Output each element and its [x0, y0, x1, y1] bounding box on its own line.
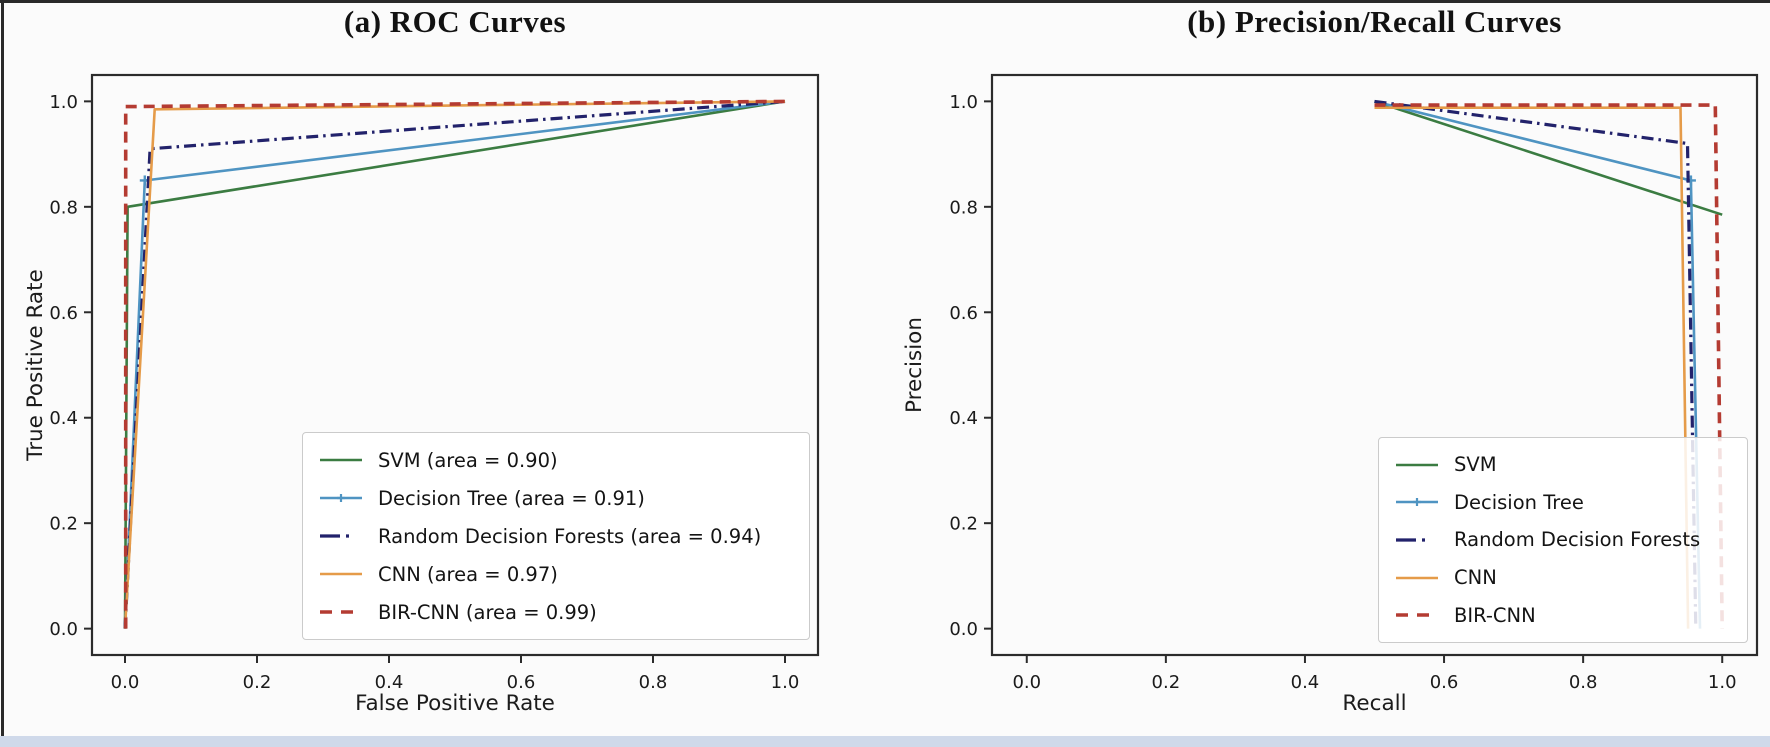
y-tick-label: 0.6: [949, 303, 978, 324]
legend-entry-random-decision-forests: Random Decision Forests (area = 0.94): [318, 525, 794, 548]
y-tick-label: 0.2: [49, 514, 78, 535]
footer-band: [0, 736, 1770, 747]
roc-chart-canvas: 0.0 0.2 0.4 0.6 0.8 1.0 0.0 0.2 0.4 0.6 0.8 1.0: [49, 73, 820, 693]
pr-chart-title: (b) Precision/Recall Curves: [1187, 4, 1562, 39]
pr-x-axis-label: Recall: [1342, 691, 1407, 716]
x-tick-label: 0.8: [639, 672, 668, 693]
legend-label-random-decision-forests: Random Decision Forests: [1454, 528, 1701, 552]
roc-x-axis-label: False Positive Rate: [355, 691, 555, 716]
legend-label-decision-tree: Decision Tree: [1454, 490, 1584, 514]
x-tick-label: 0.2: [1152, 672, 1181, 693]
series-line-svm-area-0-90: [123, 100, 786, 629]
y-tick-label: 0.0: [949, 619, 978, 640]
x-tick-label: 0.6: [507, 672, 536, 693]
legend-label-svm: SVM: [1454, 453, 1497, 477]
y-tick-label: 0.4: [949, 408, 978, 429]
x-tick-label: 1.0: [1708, 672, 1737, 693]
legend-swatch-bir-cnn: [1396, 613, 1438, 617]
x-tick-label: 0.0: [1012, 672, 1041, 693]
scan-edge-left: [1, 0, 4, 736]
legend-label-random-decision-forests: Random Decision Forests (area = 0.94): [378, 524, 762, 548]
legend-swatch-cnn: [1396, 576, 1438, 579]
x-tick-label: 1.0: [771, 672, 800, 693]
x-tick-label: 0.8: [1569, 672, 1598, 693]
y-tick-label: 0.8: [49, 197, 78, 218]
x-tick-label: 0.4: [375, 672, 404, 693]
legend-label-svm: SVM (area = 0.90): [378, 448, 558, 472]
x-tick-label: 0.4: [1291, 672, 1320, 693]
legend-entry-svm: SVM: [1394, 453, 1732, 476]
legend-entry-decision-tree: Decision Tree: [1394, 491, 1732, 514]
pr-legend: SVM Decision Tree Random Decision Forest…: [1378, 437, 1748, 643]
series-line-cnn-area-0-97: [123, 100, 786, 629]
x-tick-label: 0.0: [111, 672, 140, 693]
legend-entry-random-decision-forests: Random Decision Forests: [1394, 528, 1732, 551]
pr-chart-panel: (b) Precision/Recall Curves Precision 0.…: [885, 0, 1770, 736]
legend-swatch-bir-cnn: [320, 610, 362, 614]
legend-label-cnn: CNN (area = 0.97): [378, 562, 558, 586]
legend-swatch-decision-tree: [320, 494, 362, 502]
x-tick-label: 0.6: [1430, 672, 1459, 693]
plot-border: [90, 73, 820, 657]
legend-label-cnn: CNN: [1454, 566, 1497, 590]
plot-border: [990, 73, 1759, 657]
y-tick-label: 0.2: [949, 514, 978, 535]
y-tick-label: 0.4: [49, 408, 78, 429]
legend-swatch-decision-tree: [1396, 498, 1438, 507]
legend-swatch-random-decision-forests: [320, 534, 362, 538]
legend-entry-decision-tree: Decision Tree (area = 0.91): [318, 487, 794, 510]
legend-entry-cnn: CNN (area = 0.97): [318, 563, 794, 586]
legend-entry-bir-cnn: BIR-CNN (area = 0.99): [318, 601, 794, 624]
y-tick-label: 0.0: [49, 619, 78, 640]
legend-swatch-cnn: [320, 572, 362, 576]
series-line-svm: [1374, 100, 1723, 216]
legend-entry-cnn: CNN: [1394, 566, 1732, 589]
legend-swatch-svm: [320, 458, 362, 462]
legend-label-bir-cnn: BIR-CNN: [1454, 603, 1536, 627]
y-tick-label: 0.6: [49, 303, 78, 324]
legend-swatch-random-decision-forests: [1396, 538, 1438, 542]
y-tick-label: 1.0: [949, 92, 978, 113]
roc-chart-title: (a) ROC Curves: [343, 4, 567, 39]
legend-label-decision-tree: Decision Tree (area = 0.91): [378, 486, 645, 510]
roc-legend: SVM (area = 0.90) Decision Tree (area = …: [302, 432, 810, 640]
y-tick-label: 1.0: [49, 92, 78, 113]
x-tick-label: 0.2: [243, 672, 272, 693]
y-tick-label: 0.8: [949, 197, 978, 218]
legend-label-bir-cnn: BIR-CNN (area = 0.99): [378, 600, 597, 624]
legend-entry-svm: SVM (area = 0.90): [318, 449, 794, 472]
legend-swatch-svm: [1396, 463, 1438, 467]
series-line-bir-cnn-area-0-99: [123, 99, 786, 629]
scan-edge-top: [0, 0, 1770, 3]
roc-chart-panel: (a) ROC Curves True Positive Rate 0.0 0.2…: [0, 0, 885, 736]
legend-entry-bir-cnn: BIR-CNN: [1394, 604, 1732, 627]
